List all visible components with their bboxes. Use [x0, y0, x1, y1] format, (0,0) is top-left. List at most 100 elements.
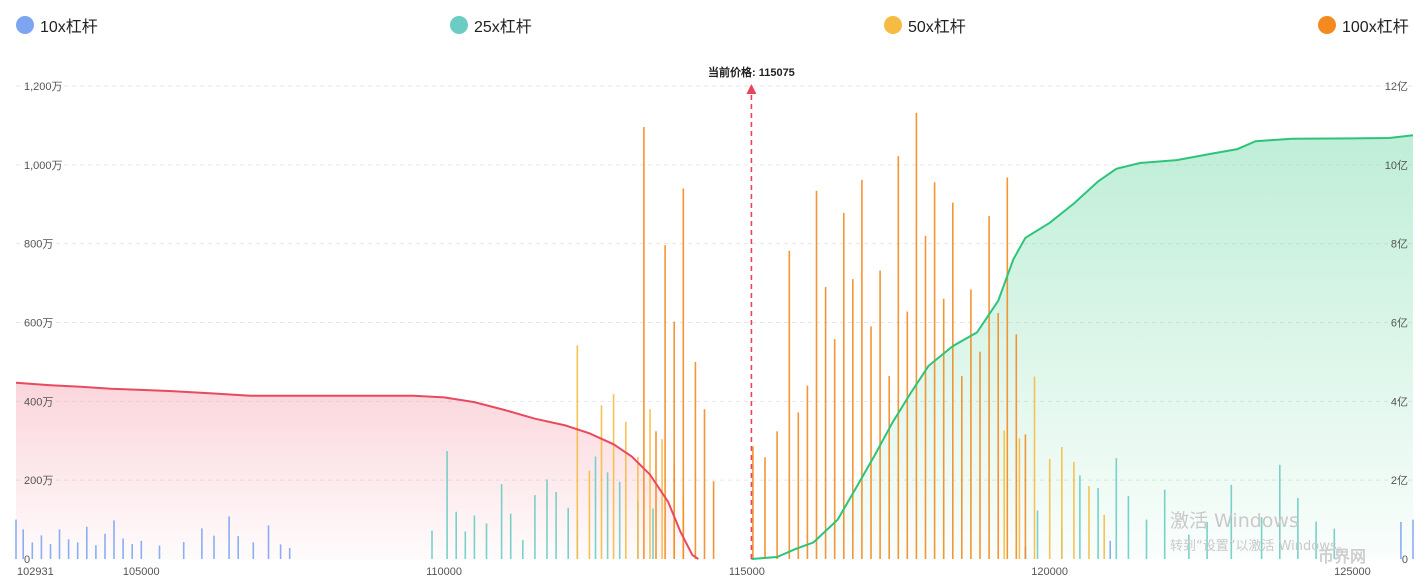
bar-3-7[interactable] — [712, 481, 715, 559]
bar-1-10[interactable] — [546, 479, 548, 559]
bar-3-14[interactable] — [815, 190, 818, 560]
bar-0-23[interactable] — [279, 544, 282, 559]
legend-item-10x[interactable]: 10x杠杆 — [16, 12, 98, 38]
bar-3-29[interactable] — [952, 202, 954, 559]
bar-3-15[interactable] — [824, 287, 827, 559]
bar-1-22[interactable] — [1097, 488, 1099, 559]
bar-0-7[interactable] — [76, 542, 79, 559]
bar-1-4[interactable] — [473, 515, 476, 559]
bar-2-3[interactable] — [612, 394, 615, 559]
bar-3-1[interactable] — [655, 431, 657, 559]
bar-3-4[interactable] — [682, 188, 685, 560]
bar-1-21[interactable] — [1079, 475, 1081, 559]
legend-item-100x[interactable]: 100x杠杆 — [1318, 12, 1409, 38]
bar-2-7[interactable] — [661, 439, 663, 559]
bar-1-14[interactable] — [594, 456, 597, 560]
bar-1-30[interactable] — [1260, 517, 1263, 559]
bar-3-28[interactable] — [942, 298, 945, 559]
bar-0-10[interactable] — [104, 533, 106, 559]
bar-1-28[interactable] — [1206, 521, 1208, 559]
bar-0-15[interactable] — [158, 545, 161, 559]
bar-0-13[interactable] — [131, 544, 133, 559]
bar-3-12[interactable] — [797, 412, 800, 559]
bar-0-16[interactable] — [182, 542, 185, 559]
bar-3-13[interactable] — [806, 385, 809, 559]
bar-3-30[interactable] — [961, 376, 963, 559]
bar-1-15[interactable] — [606, 472, 609, 559]
bar-2-16[interactable] — [1088, 486, 1090, 559]
bar-1-16[interactable] — [618, 481, 621, 559]
bar-1-6[interactable] — [500, 484, 503, 559]
bar-1-33[interactable] — [1315, 521, 1317, 559]
bar-3-17[interactable] — [843, 212, 845, 559]
bar-3-32[interactable] — [979, 351, 981, 559]
legend-item-50x[interactable]: 50x杠杆 — [884, 12, 966, 38]
bar-3-11[interactable] — [788, 250, 791, 560]
bar-0-12[interactable] — [122, 538, 124, 560]
bar-0-14[interactable] — [140, 540, 143, 559]
bar-2-14[interactable] — [1061, 447, 1063, 559]
bar-3-20[interactable] — [870, 326, 872, 559]
bar-2-11[interactable] — [1018, 438, 1021, 559]
bar-1-24[interactable] — [1127, 495, 1130, 559]
bar-0-19[interactable] — [228, 516, 230, 559]
bar-0-18[interactable] — [213, 535, 215, 559]
bar-2-13[interactable] — [1048, 458, 1051, 559]
bar-1-9[interactable] — [534, 495, 536, 559]
bar-1-8[interactable] — [522, 540, 524, 559]
bar-1-19[interactable] — [1036, 510, 1039, 560]
bar-3-10[interactable] — [776, 431, 778, 559]
bar-1-32[interactable] — [1297, 497, 1299, 559]
bar-2-2[interactable] — [600, 405, 603, 559]
bar-1-0[interactable] — [431, 530, 433, 559]
bar-1-27[interactable] — [1188, 534, 1190, 559]
bar-3-2[interactable] — [664, 245, 666, 559]
bar-3-37[interactable] — [1024, 434, 1027, 559]
bar-3-0[interactable] — [643, 127, 645, 559]
bar-1-7[interactable] — [509, 513, 512, 559]
bar-3-26[interactable] — [924, 235, 927, 560]
bar-3-18[interactable] — [852, 279, 854, 559]
bar-2-4[interactable] — [625, 421, 627, 559]
bar-0-17[interactable] — [201, 528, 203, 559]
bar-0-20[interactable] — [237, 536, 239, 559]
bar-3-8[interactable] — [752, 446, 754, 559]
bar-0-5[interactable] — [58, 529, 61, 559]
bar-3-16[interactable] — [833, 339, 836, 559]
bar-3-3[interactable] — [673, 321, 675, 559]
bar-2-1[interactable] — [588, 470, 591, 559]
bar-3-6[interactable] — [703, 409, 706, 559]
bar-0-6[interactable] — [67, 539, 70, 559]
bar-2-6[interactable] — [649, 409, 651, 559]
bar-1-25[interactable] — [1145, 519, 1148, 559]
bar-0-28[interactable] — [1412, 519, 1414, 559]
legend-item-25x[interactable]: 25x杠杆 — [450, 12, 532, 38]
bar-2-12[interactable] — [1033, 376, 1036, 560]
bar-1-18[interactable] — [652, 508, 654, 560]
bar-0-3[interactable] — [40, 535, 43, 559]
bar-0-11[interactable] — [113, 520, 115, 559]
bar-1-2[interactable] — [455, 511, 457, 559]
bar-3-35[interactable] — [1006, 177, 1009, 559]
bar-1-29[interactable] — [1230, 484, 1233, 559]
bar-0-22[interactable] — [267, 525, 270, 560]
bar-0-21[interactable] — [252, 542, 255, 559]
bar-0-2[interactable] — [31, 542, 34, 559]
bar-0-27[interactable] — [1400, 521, 1402, 559]
bar-0-9[interactable] — [95, 545, 97, 559]
bar-3-34[interactable] — [997, 313, 999, 559]
bar-0-24[interactable] — [288, 548, 291, 559]
bar-2-15[interactable] — [1073, 462, 1075, 559]
bar-3-33[interactable] — [988, 216, 990, 559]
bar-1-1[interactable] — [446, 451, 448, 559]
bar-1-3[interactable] — [464, 531, 467, 559]
bar-2-17[interactable] — [1103, 514, 1105, 559]
bar-2-10[interactable] — [1003, 430, 1005, 560]
bar-3-19[interactable] — [861, 179, 863, 560]
bar-3-24[interactable] — [906, 311, 909, 560]
bar-1-26[interactable] — [1163, 489, 1166, 559]
bar-3-36[interactable] — [1015, 334, 1018, 559]
bar-1-34[interactable] — [1333, 528, 1336, 559]
bar-3-21[interactable] — [879, 270, 881, 560]
bar-1-31[interactable] — [1279, 464, 1281, 559]
